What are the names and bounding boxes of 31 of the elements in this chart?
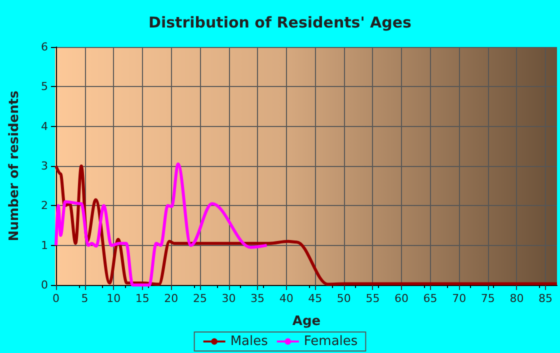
y-tick-label: 2 <box>41 199 48 212</box>
y-tick-label: 4 <box>41 120 48 133</box>
x-tick-label: 80 <box>510 292 524 305</box>
x-tick-label: 5 <box>81 292 88 305</box>
y-tick-label: 0 <box>41 278 48 292</box>
x-axis-title: Age <box>292 314 321 329</box>
y-tick-label: 6 <box>41 40 48 54</box>
y-tick-label: 3 <box>41 160 48 172</box>
x-tick-label: 35 <box>250 292 265 305</box>
line-series <box>54 162 268 286</box>
x-tick-label: 70 <box>452 292 466 305</box>
x-tick-label: 45 <box>308 292 322 305</box>
x-tick-label: 40 <box>279 292 294 305</box>
x-tick-label: 25 <box>192 292 207 305</box>
x-tick-label: 75 <box>480 292 495 305</box>
x-tick-label: 10 <box>106 292 121 305</box>
x-tick-label: 30 <box>222 292 236 305</box>
x-tick-label: 50 <box>336 292 351 305</box>
x-tick-label: 65 <box>423 292 438 305</box>
y-tick-label: 5 <box>41 80 48 94</box>
x-tick-label: 0 <box>52 292 60 305</box>
x-tick-label: 85 <box>538 292 552 305</box>
chart-title: Distribution of Residents' Ages <box>148 14 412 32</box>
x-tick-label: 55 <box>366 292 380 305</box>
y-axis-title: Number of residents <box>7 90 22 242</box>
legend-label: Males <box>230 334 268 349</box>
y-tick-label: 1 <box>41 238 48 252</box>
legend-label: Females <box>304 334 358 349</box>
x-tick-label: 20 <box>164 292 178 305</box>
x-tick-label: 60 <box>394 292 409 305</box>
x-tick-label: 15 <box>135 292 150 305</box>
